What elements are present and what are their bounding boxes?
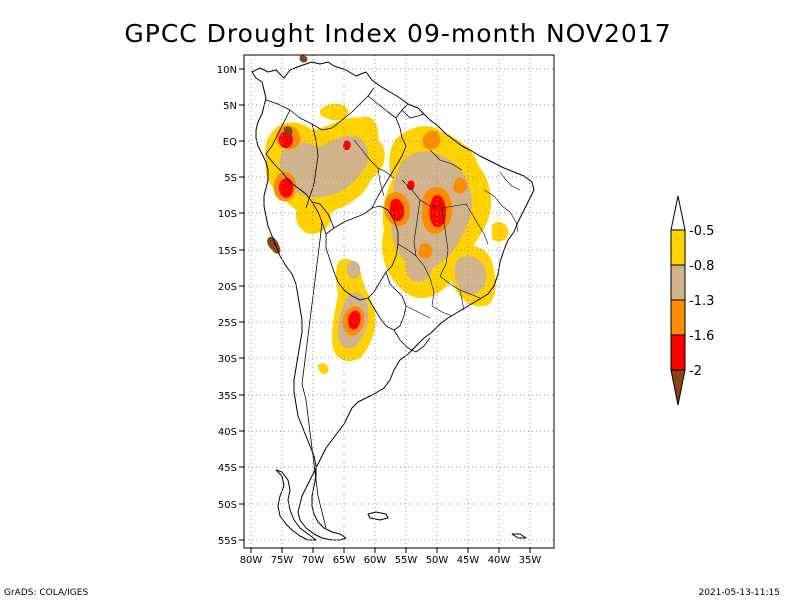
latitude-labels: 10N 5N EQ 5S 10S 15S 20S 25S 30S 35S 40S… [217,65,237,547]
lat-label: 20S [218,282,237,293]
lat-label: EQ [223,137,237,148]
lon-label: 75W [271,555,294,566]
lon-label: 50W [426,555,449,566]
lon-label: 40W [488,555,511,566]
lat-label: 5S [224,173,237,184]
lat-label: 5N [223,101,237,112]
lat-label: 45S [218,463,237,474]
lat-label: 25S [218,318,237,329]
lat-label: 55S [218,536,237,547]
state-borders [353,139,521,319]
footer-credit: GrADS: COLA/IGES [4,588,88,598]
legend-label: -0.8 [689,259,714,274]
footer-timestamp: 2021-05-13-11:15 [699,588,781,598]
lat-label: 10N [217,65,237,76]
lon-label: 65W [333,555,356,566]
legend-label: -1.6 [689,329,714,344]
lon-label: 45W [457,555,480,566]
map-panel: 80W 75W 70W 65W 60W 55W 50W 45W 40W 35W … [217,54,555,566]
drought-shading [265,55,509,374]
lon-label: 80W [240,555,263,566]
drought-extreme-areas [278,131,446,330]
legend-label: -1.3 [689,294,714,309]
lat-label: 10S [218,209,237,220]
map-title: GPCC Drought Index 09-month NOV2017 [124,19,671,48]
lon-label: 60W [364,555,387,566]
map-frame [243,54,555,549]
lon-label: 70W [302,555,325,566]
legend-swatch [670,264,686,301]
lat-label: 30S [218,354,237,365]
lat-label: 15S [218,246,237,257]
color-legend: -0.5 -0.8 -1.3 -1.6 -2 [670,195,714,406]
legend-swatch [670,229,686,266]
longitude-labels: 80W 75W 70W 65W 60W 55W 50W 45W 40W 35W [240,555,542,566]
legend-label: -0.5 [689,224,714,239]
lat-label: 40S [218,427,237,438]
lat-label: 35S [218,391,237,402]
legend-top-arrow [670,195,686,231]
lon-label: 55W [395,555,418,566]
tick-marks [239,68,531,553]
legend-swatch [670,334,686,371]
legend-swatch [670,299,686,336]
lon-label: 35W [519,555,542,566]
legend-bottom-arrow [670,369,686,406]
lat-label: 50S [218,500,237,511]
legend-label: -2 [689,364,702,379]
